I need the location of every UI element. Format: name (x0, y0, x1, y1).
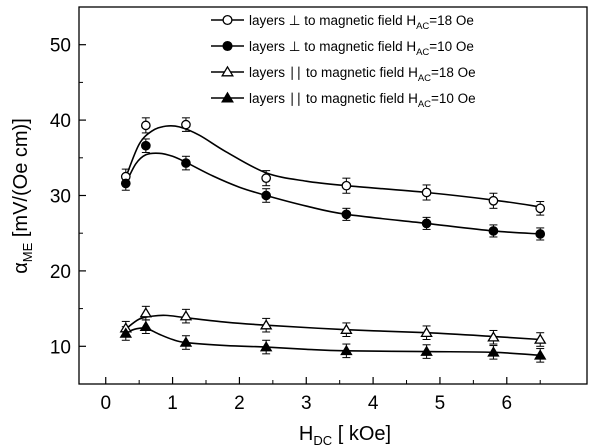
plot-frame (79, 7, 587, 384)
data-point (182, 120, 190, 128)
legend-label: layers ∣∣ to magnetic field HAC=10 Oe (249, 91, 476, 110)
data-point (142, 142, 150, 150)
data-point (141, 322, 151, 330)
data-point (489, 227, 497, 235)
data-point (141, 308, 151, 316)
y-tick-label: 40 (50, 111, 71, 132)
data-point (142, 121, 150, 129)
legend-marker (223, 16, 232, 25)
data-point (262, 174, 270, 182)
legend-marker (223, 42, 232, 51)
data-point (262, 191, 270, 199)
y-tick-label: 20 (50, 262, 71, 283)
data-point (422, 188, 430, 196)
legend-label: layers ⊥ to magnetic field HAC=18 Oe (249, 13, 474, 32)
x-tick-label: 2 (234, 393, 245, 414)
data-point (422, 219, 430, 227)
legend-label: layers ⊥ to magnetic field HAC=10 Oe (249, 39, 474, 58)
x-tick-label: 4 (368, 393, 379, 414)
data-point (182, 159, 190, 167)
data-point (181, 311, 191, 319)
x-tick-label: 1 (167, 393, 178, 414)
data-point (536, 230, 544, 238)
x-axis-label: HDC [ kOe] (299, 423, 391, 445)
legend: layers ⊥ to magnetic field HAC=18 Oe laye… (211, 13, 476, 110)
data-point (342, 181, 350, 189)
y-tick-label: 30 (50, 187, 71, 208)
x-tick-label: 6 (502, 393, 513, 414)
data-point (122, 179, 130, 187)
error-bars (122, 118, 544, 362)
legend-label: layers ∣∣ to magnetic field HAC=18 Oe (249, 65, 476, 84)
x-tick-label: 5 (435, 393, 446, 414)
x-tick-label: 3 (301, 393, 312, 414)
data-point (489, 197, 497, 205)
y-tick-label: 10 (50, 337, 71, 358)
x-tick-label: 0 (100, 393, 111, 414)
data-point (536, 204, 544, 212)
y-axis-label: αME [mV/(Oe cm)] (10, 118, 35, 274)
y-tick-label: 50 (50, 36, 71, 57)
data-point (342, 210, 350, 218)
